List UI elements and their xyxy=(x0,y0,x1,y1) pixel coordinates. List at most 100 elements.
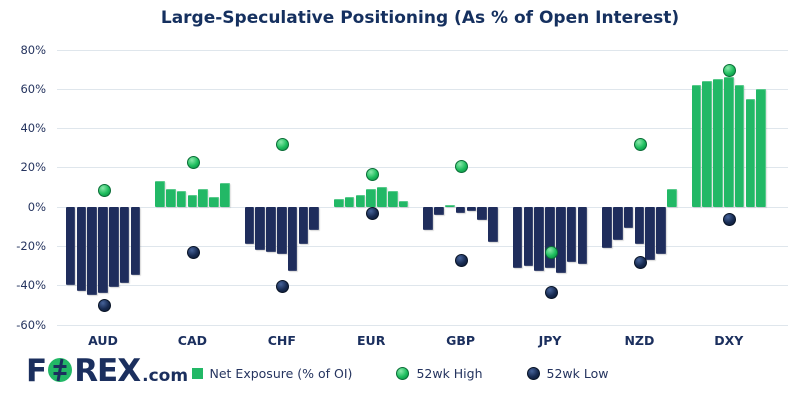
net-exposure-bar xyxy=(119,206,130,284)
net-exposure-bar xyxy=(65,206,76,286)
net-exposure-bar xyxy=(434,206,444,215)
net-exposure-bar xyxy=(176,191,187,207)
x-axis-label: CHF xyxy=(267,333,296,348)
net-exposure-bar xyxy=(756,88,767,207)
52wk-high-dot xyxy=(186,156,200,169)
net-exposure-bar xyxy=(130,206,141,276)
legend-item-52wk-high: 52wk High xyxy=(396,366,483,381)
net-exposure-bar xyxy=(266,206,276,252)
52wk-low-dot xyxy=(633,256,647,270)
gridline xyxy=(57,88,788,90)
52wk-low-dot xyxy=(365,207,379,221)
gridline xyxy=(57,167,788,169)
net-exposure-bar xyxy=(98,206,108,294)
y-tick-label: 0% xyxy=(27,199,46,214)
legend-item-52wk-low: 52wk Low xyxy=(526,366,609,381)
net-exposure-bar xyxy=(187,194,198,207)
net-exposure-bar xyxy=(423,206,434,231)
52wk-low-dot xyxy=(544,285,558,299)
net-exposure-bar xyxy=(344,196,355,207)
legend-label-52wk-high: 52wk High xyxy=(416,366,483,381)
net-exposure-bar xyxy=(76,206,87,292)
net-exposure-bar xyxy=(723,77,734,207)
y-tick-label: 20% xyxy=(20,160,46,175)
x-axis-label: NZD xyxy=(624,333,655,348)
net-exposure-bar xyxy=(219,183,230,207)
gridline xyxy=(57,324,788,326)
gridline xyxy=(57,285,788,287)
legend-item-net-exposure: Net Exposure (% of OI) xyxy=(191,366,352,381)
52wk-high-dot xyxy=(365,167,379,181)
gridline xyxy=(57,128,788,130)
net-exposure-bar xyxy=(255,206,266,250)
net-exposure-bar xyxy=(488,206,498,243)
52wk-low-dot xyxy=(455,254,469,268)
y-tick-label: -60% xyxy=(16,317,46,332)
52wk-low-dot xyxy=(276,279,290,293)
52wk-low-dot xyxy=(97,299,111,313)
52wk-low-dot xyxy=(186,246,200,260)
net-exposure-swatch-icon xyxy=(191,368,203,379)
x-axis-label: JPY xyxy=(538,333,562,348)
52wk-high-dot xyxy=(723,63,737,77)
y-tick-label: -20% xyxy=(16,239,46,253)
net-exposure-bar xyxy=(545,206,555,268)
net-exposure-bar xyxy=(623,206,634,229)
net-exposure-bar xyxy=(366,189,377,207)
net-exposure-bar xyxy=(444,204,455,207)
net-exposure-bar xyxy=(398,200,409,207)
net-exposure-bar xyxy=(702,81,713,207)
legend-label-52wk-low: 52wk Low xyxy=(546,366,609,381)
52wk-high-dot xyxy=(97,183,111,197)
net-exposure-bar xyxy=(165,189,176,207)
net-exposure-bar xyxy=(713,79,723,207)
net-exposure-bar xyxy=(108,206,119,288)
high-dot-icon xyxy=(396,367,410,380)
net-exposure-bar xyxy=(734,84,745,207)
net-exposure-bar xyxy=(455,206,466,213)
52wk-low-dot xyxy=(723,213,737,226)
net-exposure-bar xyxy=(523,206,534,266)
gridline xyxy=(57,246,788,247)
net-exposure-bar xyxy=(577,206,588,264)
net-exposure-bar xyxy=(645,206,656,260)
net-exposure-bar xyxy=(387,191,398,207)
logo-f: F xyxy=(26,353,47,389)
net-exposure-bar xyxy=(155,181,165,207)
x-axis-label: DXY xyxy=(714,333,744,348)
net-exposure-bar xyxy=(209,196,219,207)
net-exposure-bar xyxy=(612,206,623,241)
y-tick-label: 40% xyxy=(20,121,46,136)
gridline xyxy=(57,206,788,208)
net-exposure-bar xyxy=(298,206,309,244)
52wk-high-dot xyxy=(455,159,469,173)
net-exposure-bar xyxy=(555,206,566,274)
net-exposure-bar xyxy=(287,206,298,272)
net-exposure-bar xyxy=(477,206,488,221)
low-dot-icon xyxy=(526,367,540,380)
net-exposure-bar xyxy=(691,84,702,207)
net-exposure-bar xyxy=(666,189,677,207)
net-exposure-bar xyxy=(244,206,255,244)
x-axis-label: GBP xyxy=(446,333,476,348)
net-exposure-bar xyxy=(276,206,287,254)
y-tick-label: 60% xyxy=(20,81,46,96)
net-exposure-bar xyxy=(355,194,366,207)
logo-tld: .com xyxy=(142,366,189,386)
chart-title: Large-Speculative Positioning (As % of O… xyxy=(160,8,680,28)
net-exposure-bar xyxy=(87,206,98,296)
y-tick-label: -40% xyxy=(16,278,46,293)
logo-o-icon xyxy=(47,357,73,387)
net-exposure-bar xyxy=(309,206,320,231)
legend: Net Exposure (% of OI) 52wk High 52wk Lo… xyxy=(0,366,800,381)
net-exposure-bar xyxy=(466,206,477,211)
net-exposure-bar xyxy=(377,187,387,207)
net-exposure-bar xyxy=(512,206,523,268)
net-exposure-bar xyxy=(198,189,209,207)
net-exposure-bar xyxy=(602,206,612,248)
net-exposure-bar xyxy=(566,206,577,262)
gridline xyxy=(57,49,788,51)
52wk-high-dot xyxy=(276,138,290,152)
x-axis-label: EUR xyxy=(357,333,386,348)
